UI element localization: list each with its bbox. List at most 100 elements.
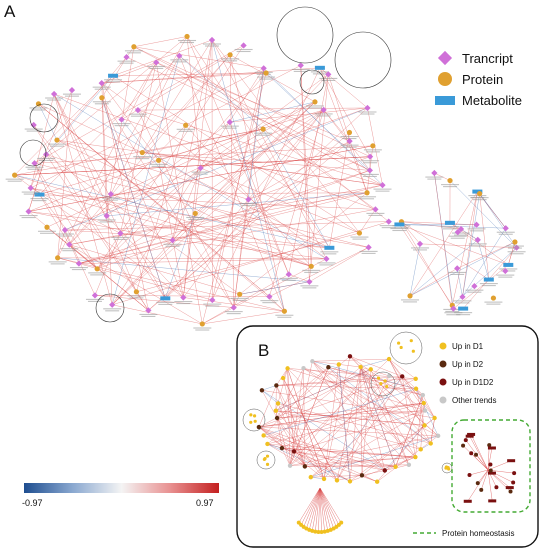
transcript-node — [50, 90, 58, 98]
node-label-stub — [275, 314, 294, 316]
node-label-stub — [484, 301, 503, 303]
node-label-stub — [106, 81, 121, 83]
node-label-stub — [390, 227, 409, 230]
trend-node — [494, 485, 499, 490]
trend-node — [512, 471, 517, 476]
node-label-stub — [277, 316, 292, 318]
network-edge — [97, 167, 201, 269]
node-label-stub — [496, 231, 515, 233]
network-edge — [401, 221, 489, 280]
cluster-circle — [299, 69, 325, 95]
protein-node — [99, 95, 105, 101]
network-edge — [46, 154, 240, 295]
trend-node — [400, 374, 405, 379]
network-edge — [133, 46, 370, 171]
network-edge — [312, 361, 385, 471]
trend-node — [368, 367, 373, 372]
d2-legend-marker — [439, 360, 447, 368]
transcript-node — [454, 229, 461, 236]
node-label-stub — [87, 300, 102, 302]
node-label-stub — [302, 287, 317, 289]
network-edge — [56, 56, 127, 141]
network-edge — [229, 101, 315, 123]
network-edge — [142, 39, 213, 153]
network-edge — [53, 93, 113, 305]
node-label-stub — [139, 313, 158, 315]
trend-node — [279, 445, 285, 451]
node-label-stub — [358, 111, 377, 113]
legend-metabolite-label: Metabolite — [462, 93, 522, 108]
trend-node — [287, 463, 293, 468]
network-edge — [211, 39, 327, 259]
node-label-stub — [129, 297, 144, 299]
d1-node — [379, 382, 383, 386]
d1-node — [383, 379, 387, 383]
network-edge — [233, 68, 264, 308]
network-edge — [384, 425, 425, 471]
network-edge — [183, 168, 201, 298]
network-edge — [46, 101, 316, 228]
protein-node — [346, 129, 353, 136]
network-edge — [388, 358, 416, 379]
network-edge — [281, 447, 416, 458]
legend-d1d2-label: Up in D1D2 — [452, 378, 494, 387]
node-label-stub — [113, 238, 128, 240]
network-edge — [328, 367, 417, 389]
node-label-stub — [188, 218, 203, 221]
node-label-stub — [104, 79, 123, 81]
node-label-stub — [174, 300, 193, 303]
protein-node — [139, 149, 145, 156]
network-edge — [329, 132, 350, 248]
network-b-edges — [258, 356, 515, 532]
network-edge — [384, 456, 416, 471]
trend-node — [358, 364, 363, 370]
node-label-stub — [55, 233, 74, 235]
protein-legend-marker — [438, 72, 452, 86]
network-edge — [112, 75, 360, 234]
transcript-node — [416, 240, 424, 247]
node-label-stub — [262, 302, 277, 304]
node-label-stub — [126, 52, 141, 54]
network-edge — [57, 62, 157, 258]
node-label-stub — [304, 271, 319, 273]
network-edge — [452, 191, 478, 306]
network-edge — [469, 469, 489, 476]
network-edge — [133, 46, 371, 157]
d1-node — [249, 413, 253, 417]
trend-node — [334, 478, 340, 483]
metabolite-node — [34, 192, 45, 197]
trend-node — [413, 376, 418, 381]
trend-node — [479, 487, 484, 492]
network-edge — [289, 367, 329, 466]
trend-node — [435, 433, 441, 439]
metabolite-node — [463, 499, 472, 503]
node-label-stub — [23, 193, 38, 195]
network-edge — [112, 101, 316, 305]
network-edge — [267, 366, 361, 445]
node-label-stub — [135, 158, 150, 160]
network-edge — [263, 367, 329, 436]
transcript-node — [502, 225, 509, 232]
network-edge — [165, 213, 196, 299]
network-edge — [212, 67, 321, 301]
metabolite-node — [507, 459, 516, 463]
network-edge — [471, 453, 489, 471]
d1-node — [253, 419, 257, 423]
protein-homeostasis-box — [451, 419, 531, 513]
network-edge — [318, 487, 321, 532]
node-label-stub — [127, 295, 146, 297]
node-label-stub — [465, 289, 484, 291]
node-label-stub — [279, 277, 298, 279]
protein-node — [308, 263, 314, 269]
protein-node — [370, 143, 376, 149]
network-edge — [479, 193, 506, 229]
network-edge — [487, 460, 512, 471]
node-label-stub — [496, 274, 515, 276]
node-label-stub — [448, 235, 467, 237]
node-label-stub — [350, 236, 369, 238]
transcript-node — [285, 271, 292, 278]
node-label-stub — [236, 50, 251, 53]
network-edge — [148, 140, 350, 311]
node-label-stub — [195, 329, 210, 331]
network-edge — [229, 54, 234, 308]
